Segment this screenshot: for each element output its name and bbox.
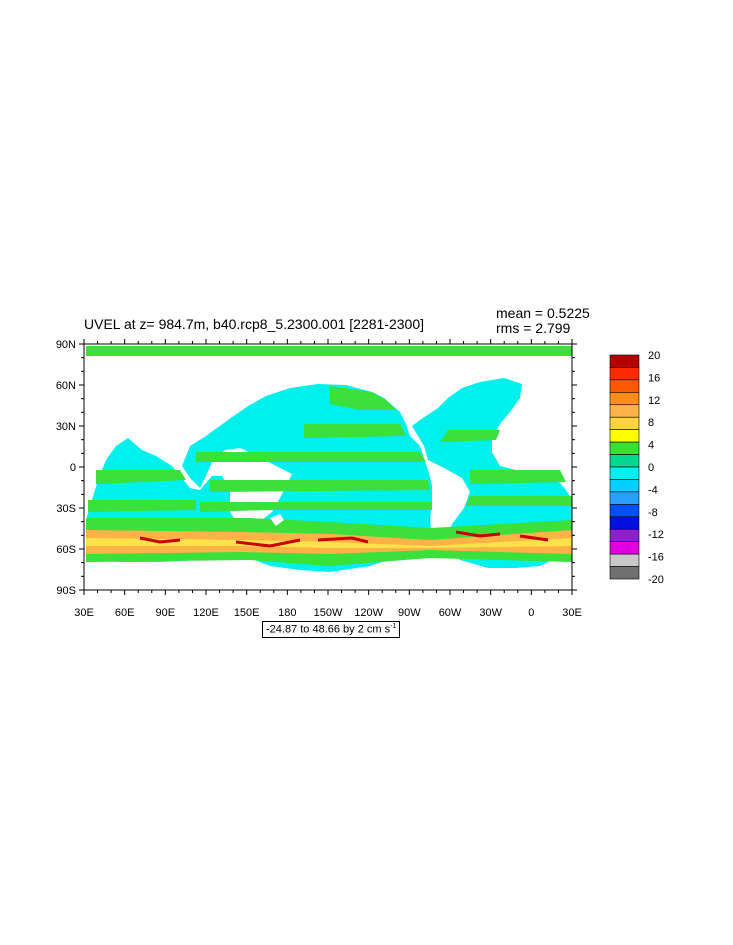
positive-bands [86, 348, 572, 512]
legend-label: 0 [648, 462, 654, 474]
range-text: -24.87 to 48.66 by 2 cm s [266, 623, 391, 636]
lon-tick-label: 30W [479, 607, 502, 619]
acc-band-yellow [86, 538, 572, 548]
legend-label: 12 [648, 395, 660, 407]
legend-label: -12 [648, 529, 664, 541]
legend-label: -20 [648, 574, 664, 586]
latitude-ticks: 90N 60N 30N 0 30S 60S 90S [56, 339, 577, 597]
legend-swatch [609, 553, 640, 567]
legend-label: 16 [648, 372, 660, 384]
lat-tick-label: 30N [56, 421, 76, 433]
legend-swatch [609, 566, 640, 580]
longitude-ticks: 30E 60E 90E 120E 150E 180 150W 120W 90W 60W 30W 0 30… [74, 339, 582, 619]
legend-swatch [609, 516, 640, 530]
legend-swatch [609, 528, 640, 542]
legend-label: 4 [648, 440, 654, 452]
legend-swatch [609, 416, 640, 430]
range-annotation: -24.87 to 48.66 by 2 cm s-1 [262, 621, 401, 638]
lat-tick-label: 90S [56, 585, 76, 597]
lon-tick-label: 120W [354, 607, 383, 619]
lon-tick-label: 30E [562, 607, 582, 619]
lon-tick-label: 90W [398, 607, 421, 619]
lon-tick-label: 150E [234, 607, 260, 619]
lon-tick-label: 60E [115, 607, 135, 619]
legend-swatch [609, 454, 640, 468]
acc-jets [139, 530, 549, 548]
colorbar-legend: 20 16 12 8 4 0 -4 -8 -12 -16 -20 [609, 350, 664, 586]
legend-swatch [609, 392, 640, 406]
lat-tick-label: 30S [56, 503, 76, 515]
mean-stat: mean = 0.5225 [496, 305, 590, 321]
legend-swatch [609, 491, 640, 505]
legend-label: -16 [648, 552, 664, 564]
map-title: UVEL at z= 984.7m, b40.rcp8_5.2300.001 [… [84, 316, 425, 332]
legend-swatch [609, 367, 640, 381]
velocity-field [86, 346, 572, 572]
rms-stat: rms = 2.799 [496, 320, 571, 336]
range-exponent: -1 [390, 623, 397, 630]
lon-tick-label: 90E [156, 607, 176, 619]
lat-tick-label: 60S [56, 544, 76, 556]
lon-tick-label: 180 [278, 607, 296, 619]
lat-tick-label: 90N [56, 339, 76, 351]
legend-swatch [609, 466, 640, 480]
legend-swatch [609, 379, 640, 393]
legend-swatch [609, 441, 640, 455]
lon-tick-label: 30E [74, 607, 94, 619]
legend-swatch [609, 429, 640, 443]
legend-swatch [609, 354, 640, 368]
lat-tick-label: 60N [56, 380, 76, 392]
new-zealand [270, 514, 284, 526]
lat-tick-label: 0 [70, 462, 76, 474]
legend-swatch [609, 404, 640, 418]
legend-swatch [609, 479, 640, 493]
lon-tick-label: 120E [193, 607, 219, 619]
legend-label: 20 [648, 350, 660, 362]
legend-swatch [609, 504, 640, 518]
legend-label: -4 [648, 484, 658, 496]
lon-tick-label: 150W [314, 607, 343, 619]
lon-tick-label: 0 [528, 607, 534, 619]
legend-label: -8 [648, 507, 658, 519]
legend-swatch [609, 541, 640, 555]
lon-tick-label: 60W [439, 607, 462, 619]
legend-label: 8 [648, 417, 654, 429]
